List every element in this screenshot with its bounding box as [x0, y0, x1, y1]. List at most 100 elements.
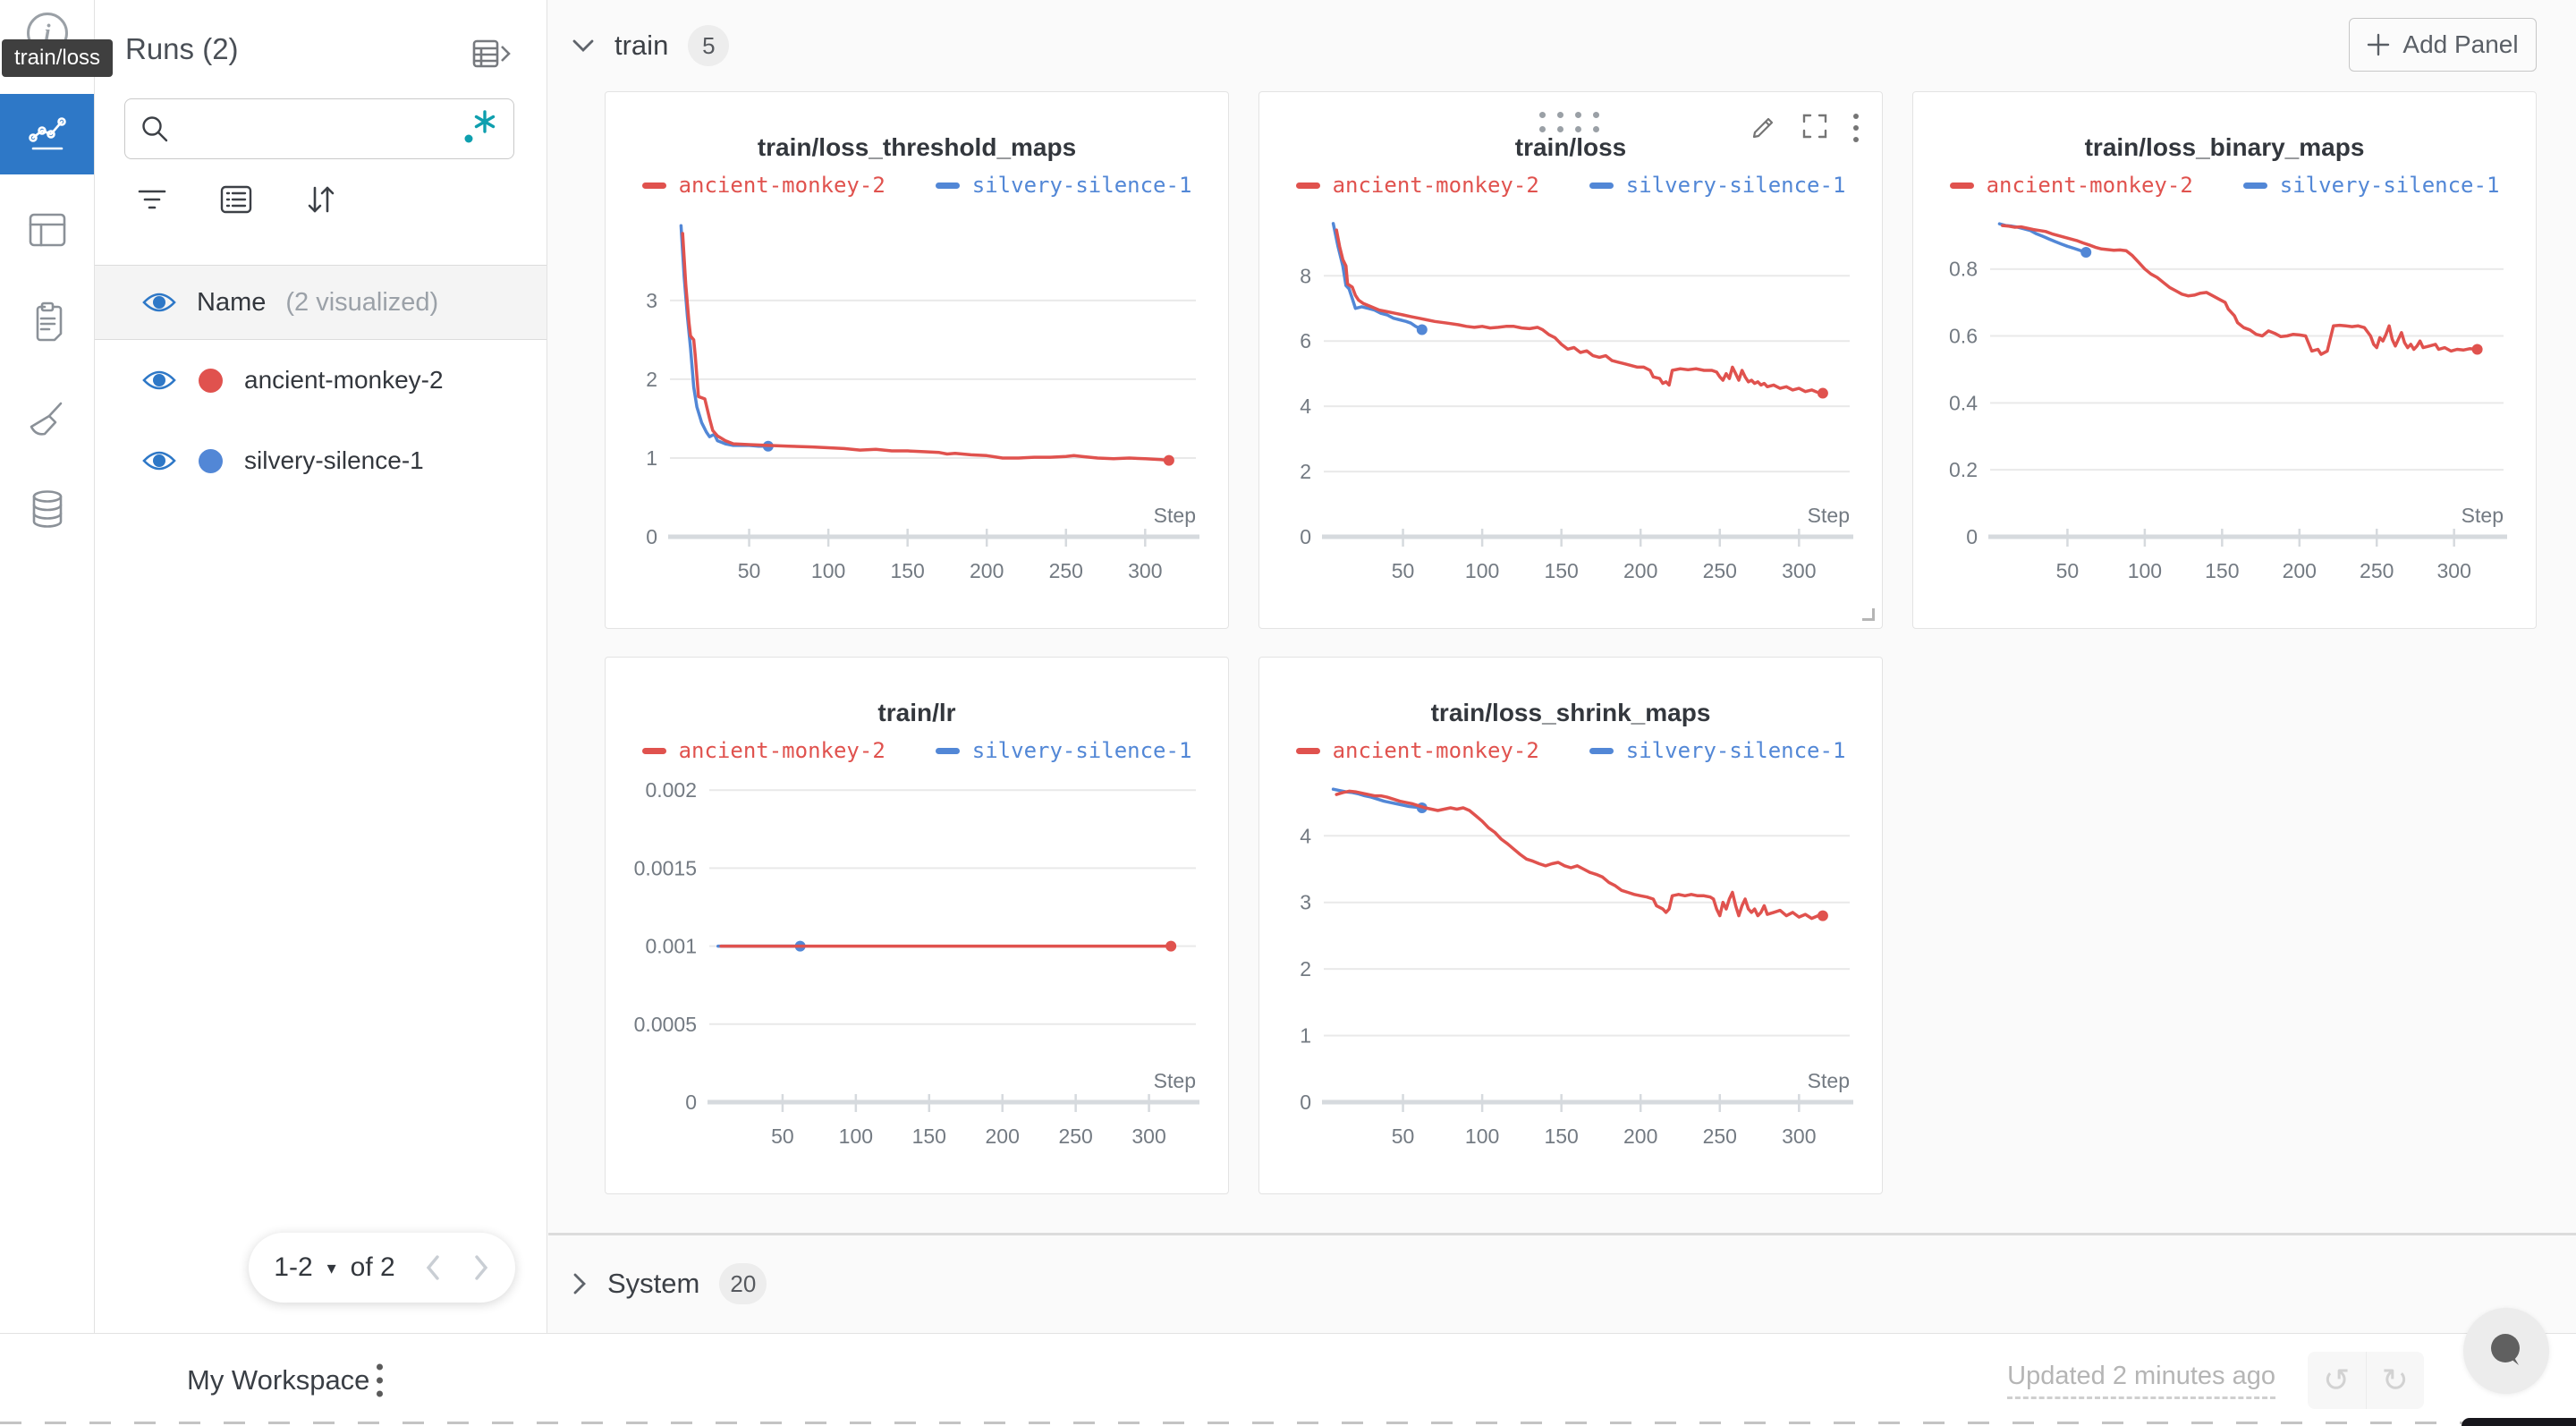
- panel-title: train/loss_binary_maps: [2084, 133, 2365, 161]
- legend-run-name: silvery-silence-1: [971, 738, 1192, 763]
- eye-icon[interactable]: [141, 368, 177, 393]
- legend-item[interactable]: ancient-monkey-2: [1295, 173, 1539, 198]
- legend-dash-icon: [1295, 182, 1320, 189]
- chart-panel[interactable]: train/lr ancient-monkey-2 silvery-silence-…: [605, 657, 1229, 1194]
- next-page-icon[interactable]: [472, 1253, 490, 1282]
- svg-text:100: 100: [1465, 559, 1499, 582]
- svg-text:0.0015: 0.0015: [634, 856, 697, 879]
- workspace-footer: My Workspace Updated 2 minutes ago ↺ ↻: [0, 1333, 2576, 1426]
- svg-text:50: 50: [1392, 559, 1415, 582]
- legend-run-name: silvery-silence-1: [971, 173, 1192, 198]
- group-list-icon[interactable]: [218, 183, 254, 216]
- svg-text:200: 200: [986, 1125, 1020, 1148]
- undo-icon[interactable]: ↺: [2308, 1351, 2367, 1409]
- legend-dash-icon: [1949, 182, 1974, 189]
- legend-item[interactable]: silvery-silence-1: [2242, 173, 2500, 198]
- legend-item[interactable]: silvery-silence-1: [935, 173, 1192, 198]
- panel-resize-handle[interactable]: [1862, 608, 1875, 621]
- line-chart-icon: [28, 117, 66, 150]
- section-system-header[interactable]: System 20: [572, 1263, 767, 1304]
- svg-text:200: 200: [1623, 1125, 1657, 1148]
- nav-sweeps[interactable]: [0, 379, 94, 460]
- run-row[interactable]: silvery-silence-1: [95, 420, 547, 501]
- svg-text:1: 1: [1300, 1024, 1311, 1048]
- chevron-right-icon: [573, 1273, 586, 1294]
- pagination-caret-icon[interactable]: ▾: [326, 1258, 336, 1278]
- svg-text:300: 300: [1131, 1125, 1165, 1148]
- legend-run-name: ancient-monkey-2: [1986, 173, 2193, 198]
- legend-item[interactable]: ancient-monkey-2: [1295, 738, 1539, 763]
- chart-panel[interactable]: train/loss ancient-monkey-2 silvery-silenc…: [1258, 91, 1883, 629]
- nav-artifacts[interactable]: [0, 469, 94, 549]
- workspace-title[interactable]: My Workspace: [187, 1363, 370, 1396]
- add-panel-button[interactable]: Add Panel: [2349, 18, 2537, 72]
- legend-item[interactable]: ancient-monkey-2: [641, 173, 886, 198]
- runs-table-toggle[interactable]: [471, 36, 511, 72]
- runs-toolbar: [134, 182, 340, 216]
- legend-item[interactable]: ancient-monkey-2: [1949, 173, 2193, 198]
- regex-toggle-icon[interactable]: [460, 106, 499, 151]
- line-chart[interactable]: 0 0.0005 0.001 0.0015 0.002 50 100 150 200 250 300…: [620, 767, 1214, 1187]
- svg-text:150: 150: [912, 1125, 946, 1148]
- panel-legend: ancient-monkey-2 silvery-silence-1: [606, 738, 1228, 763]
- run-row[interactable]: ancient-monkey-2: [95, 340, 547, 420]
- legend-item[interactable]: silvery-silence-1: [1589, 738, 1845, 763]
- panel-bank: train 5 Add Panel train/loss_threshold_m…: [548, 0, 2576, 1333]
- line-chart[interactable]: 0 1 2 3 4 50 100 150 200 250 300 Step: [1274, 767, 1868, 1187]
- run-name[interactable]: silvery-silence-1: [244, 446, 424, 474]
- fullscreen-icon[interactable]: [1801, 113, 1828, 144]
- prev-page-icon[interactable]: [424, 1253, 442, 1282]
- section-train-header[interactable]: train 5: [572, 25, 730, 66]
- panel-legend: ancient-monkey-2 silvery-silence-1: [1913, 173, 2536, 198]
- legend-dash-icon: [641, 747, 666, 754]
- legend-dash-icon: [1589, 182, 1614, 189]
- drag-handle-icon[interactable]: [1539, 112, 1602, 135]
- chart-panel[interactable]: train/loss_binary_maps ancient-monkey-2 si…: [1912, 91, 2537, 629]
- svg-text:50: 50: [771, 1125, 794, 1148]
- workspace-menu-icon[interactable]: [371, 1358, 388, 1402]
- panel-legend: ancient-monkey-2 silvery-silence-1: [1259, 738, 1882, 763]
- line-chart[interactable]: 0 1 2 3 50 100 150 200 250 300 Step: [620, 201, 1214, 622]
- runs-list-header[interactable]: Name (2 visualized): [95, 265, 547, 340]
- chart-panel[interactable]: train/loss_threshold_maps ancient-monkey-…: [605, 91, 1229, 629]
- legend-run-name: silvery-silence-1: [2279, 173, 2500, 198]
- legend-item[interactable]: silvery-silence-1: [1589, 173, 1846, 198]
- support-chat-button[interactable]: [2463, 1308, 2549, 1394]
- svg-text:Step: Step: [1808, 504, 1850, 527]
- nav-table[interactable]: [0, 190, 94, 270]
- line-chart[interactable]: 0 0.2 0.4 0.6 0.8 50 100 150 200 250 300 Step: [1928, 201, 2521, 622]
- legend-dash-icon: [2242, 182, 2267, 189]
- svg-text:100: 100: [2128, 559, 2162, 582]
- panel-title: train/lr: [877, 699, 956, 726]
- nav-charts-active[interactable]: [0, 94, 94, 174]
- history-controls: ↺ ↻: [2308, 1351, 2424, 1409]
- svg-text:50: 50: [738, 559, 761, 582]
- svg-text:0.8: 0.8: [1949, 258, 1978, 281]
- runs-pagination[interactable]: 1-2 ▾ of 2: [249, 1233, 515, 1303]
- run-name[interactable]: ancient-monkey-2: [244, 366, 444, 394]
- legend-item[interactable]: silvery-silence-1: [935, 738, 1192, 763]
- search-input[interactable]: [170, 115, 460, 143]
- filter-icon[interactable]: [134, 184, 170, 215]
- svg-text:0: 0: [646, 525, 657, 548]
- chevron-down-icon: [572, 39, 594, 52]
- legend-item[interactable]: ancient-monkey-2: [641, 738, 886, 763]
- add-panel-label: Add Panel: [2402, 30, 2519, 58]
- sort-icon[interactable]: [302, 182, 340, 216]
- redo-icon[interactable]: ↻: [2381, 1361, 2409, 1398]
- svg-text:250: 250: [1049, 559, 1083, 582]
- line-chart[interactable]: 0 2 4 6 8 50 100 150 200 250 300 Step: [1274, 201, 1868, 622]
- svg-text:Step: Step: [1154, 1069, 1196, 1092]
- svg-text:4: 4: [1300, 824, 1311, 847]
- pagination-range[interactable]: 1-2: [274, 1252, 313, 1282]
- panel-legend: ancient-monkey-2 silvery-silence-1: [606, 173, 1228, 198]
- chart-panel[interactable]: train/loss_shrink_maps ancient-monkey-2 si…: [1258, 657, 1883, 1194]
- edit-panel-icon[interactable]: [1751, 113, 1778, 144]
- legend-run-name: ancient-monkey-2: [1332, 738, 1539, 763]
- svg-text:0: 0: [685, 1091, 697, 1114]
- nav-logs[interactable]: [0, 281, 94, 361]
- section-train-label: train: [614, 30, 669, 61]
- legend-run-name: silvery-silence-1: [1625, 173, 1846, 198]
- eye-icon[interactable]: [141, 448, 177, 473]
- panel-menu-icon[interactable]: [1852, 112, 1860, 144]
